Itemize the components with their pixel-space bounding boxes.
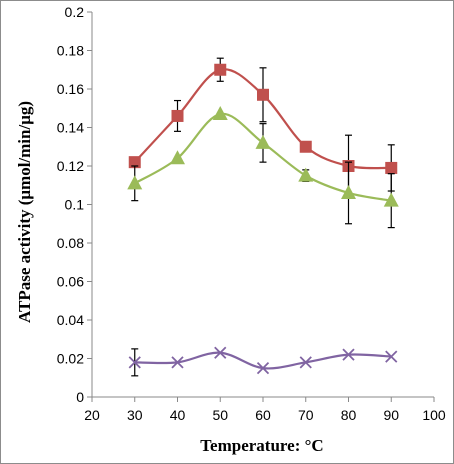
data-point-triangle <box>212 106 228 121</box>
x-axis-title: Temperature: °C <box>200 436 323 455</box>
x-tick-label: 100 <box>422 407 446 423</box>
series-x <box>128 346 398 377</box>
data-point-square <box>214 63 227 76</box>
data-point-x <box>128 356 141 369</box>
y-tick-label: 0.06 <box>57 274 84 290</box>
data-point-x <box>385 350 398 363</box>
y-tick-label: 0.08 <box>57 235 84 251</box>
data-point-triangle <box>298 167 314 182</box>
y-tick-label: 0.2 <box>65 4 85 20</box>
data-point-x <box>171 356 184 369</box>
plot-area <box>127 57 399 377</box>
x-tick-label: 40 <box>170 407 186 423</box>
y-tick-label: 0.1 <box>65 197 85 213</box>
axes: 0 0.02 0.04 0.06 0.08 0.1 0.12 0.14 0.16 0.18 0.2 2… <box>57 4 446 423</box>
data-point-x <box>214 346 227 359</box>
data-point-triangle <box>383 192 399 207</box>
data-point-x <box>256 361 270 375</box>
data-point-x <box>342 348 355 361</box>
y-tick-label: 0.18 <box>57 43 84 59</box>
x-tick-label: 60 <box>255 407 271 423</box>
x-tick-label: 50 <box>212 407 228 423</box>
y-tick-label: 0.02 <box>57 351 84 367</box>
x-tick-label: 70 <box>298 407 314 423</box>
data-point-triangle <box>127 175 143 190</box>
data-point-square <box>171 109 184 122</box>
series-triangle <box>127 106 399 229</box>
data-point-triangle <box>170 150 185 165</box>
data-point-square <box>385 161 398 174</box>
x-tick-label: 80 <box>341 407 357 423</box>
x-tick-label: 90 <box>383 407 399 423</box>
y-tick-label: 0.12 <box>57 158 84 174</box>
y-tick-label: 0 <box>76 389 84 405</box>
y-axis-title: ATPase activity (μmol/min/μg) <box>15 101 34 323</box>
y-tick-label: 0.04 <box>57 312 84 328</box>
y-tick-label: 0.14 <box>57 120 84 136</box>
data-point-square <box>128 156 141 169</box>
x-tick-label: 30 <box>127 407 143 423</box>
data-point-triangle <box>255 134 271 149</box>
x-tick-label: 20 <box>84 407 100 423</box>
data-point-square <box>299 140 312 153</box>
y-tick-label: 0.16 <box>57 81 84 97</box>
data-point-triangle <box>341 184 356 199</box>
data-point-square <box>257 88 269 101</box>
data-point-x <box>299 356 312 369</box>
